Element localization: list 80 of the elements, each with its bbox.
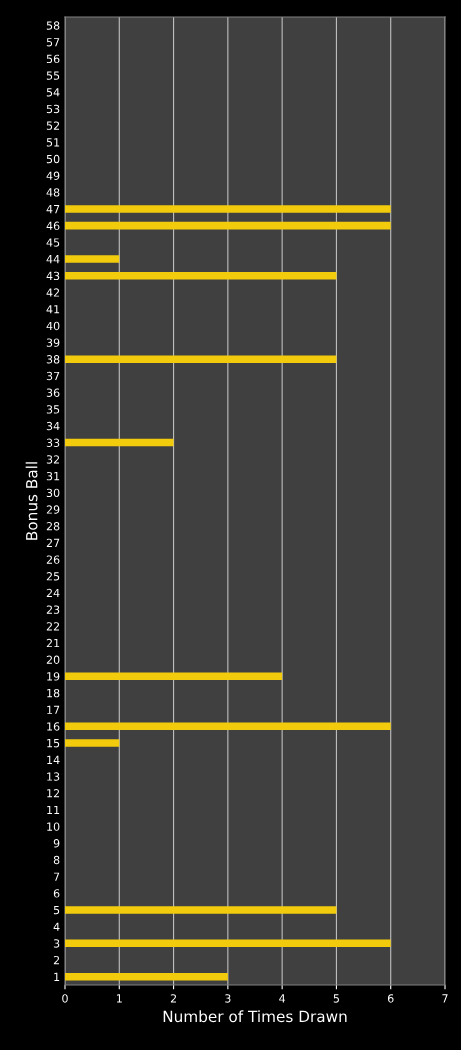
bar <box>65 739 120 747</box>
y-tick-label: 9 <box>53 839 60 848</box>
y-tick-label: 19 <box>47 672 60 681</box>
y-tick-label: 5 <box>53 906 60 915</box>
y-tick-label: 16 <box>47 722 60 731</box>
y-tick-label: 17 <box>47 705 60 714</box>
y-tick-label: 38 <box>46 355 60 364</box>
x-tick-label: 5 <box>333 994 339 1003</box>
y-tick-label: 50 <box>46 154 60 164</box>
y-tick-label: 22 <box>46 622 60 631</box>
y-tick-label: 2 <box>53 955 60 965</box>
y-tick-label: 51 <box>46 138 60 147</box>
y-tick-label: 24 <box>46 588 60 598</box>
y-tick-label: 27 <box>46 538 60 547</box>
y-tick-label: 35 <box>46 405 60 414</box>
bar <box>65 972 228 981</box>
y-tick-label: 41 <box>46 305 60 314</box>
y-tick-label: 40 <box>46 321 60 331</box>
y-axis-title: Bonus Ball <box>25 462 38 540</box>
y-tick-label: 20 <box>46 655 60 664</box>
y-tick-label: 26 <box>46 555 60 564</box>
bar <box>65 722 391 731</box>
bar <box>65 205 391 213</box>
y-tick-label: 15 <box>47 739 60 748</box>
x-tick-label: 4 <box>279 994 286 1003</box>
y-tick-label: 47 <box>46 205 60 214</box>
y-tick-label: 3 <box>53 939 60 948</box>
y-tick-label: 56 <box>46 54 60 64</box>
bar <box>65 906 337 914</box>
y-tick-label: 45 <box>46 238 60 247</box>
y-tick-label: 4 <box>53 922 60 931</box>
x-tick-label: 6 <box>387 994 394 1003</box>
bar <box>65 672 283 680</box>
y-tick-label: 13 <box>47 772 60 781</box>
y-tick-label: 42 <box>46 288 60 297</box>
bar <box>65 221 391 230</box>
y-tick-label: 54 <box>46 88 60 97</box>
y-tick-label: 37 <box>46 371 60 381</box>
bar <box>65 355 337 363</box>
y-tick-label: 11 <box>47 805 60 814</box>
y-tick-label: 55 <box>46 71 60 80</box>
y-tick-label: 58 <box>46 21 60 30</box>
y-tick-label: 6 <box>53 889 60 898</box>
y-tick-label: 33 <box>46 438 60 447</box>
x-tick-label: 7 <box>442 994 448 1003</box>
y-tick-label: 43 <box>46 271 60 281</box>
y-tick-label: 36 <box>46 388 60 397</box>
x-tick-label: 2 <box>170 994 176 1003</box>
y-tick-label: 52 <box>46 121 60 130</box>
y-tick-label: 21 <box>46 638 60 648</box>
y-tick-label: 32 <box>46 455 60 464</box>
y-tick-label: 1 <box>54 972 60 981</box>
x-tick-label: 1 <box>116 994 122 1003</box>
y-tick-label: 53 <box>46 104 60 114</box>
x-tick-label: 0 <box>62 994 68 1003</box>
y-tick-label: 14 <box>47 755 60 764</box>
y-tick-label: 10 <box>47 822 60 831</box>
y-tick-label: 48 <box>46 188 60 197</box>
y-tick-label: 29 <box>46 505 60 514</box>
y-tick-label: 7 <box>53 872 60 881</box>
x-tick-label: 3 <box>225 994 231 1003</box>
y-tick-label: 31 <box>46 471 60 481</box>
y-tick-label: 49 <box>46 171 60 180</box>
y-tick-label: 34 <box>46 421 60 431</box>
y-tick-label: 30 <box>46 488 60 498</box>
y-tick-label: 46 <box>46 221 60 230</box>
y-tick-label: 8 <box>53 855 60 865</box>
bar <box>65 271 337 280</box>
x-axis-title: Number of Times Drawn <box>163 1010 347 1023</box>
y-tick-label: 23 <box>46 605 60 614</box>
y-tick-label: 57 <box>46 38 60 47</box>
y-tick-label: 44 <box>46 255 60 264</box>
y-tick-label: 39 <box>46 338 60 347</box>
y-tick-label: 18 <box>47 688 60 698</box>
y-tick-label: 25 <box>46 572 60 581</box>
bar <box>65 438 174 447</box>
y-tick-label: 12 <box>47 789 60 798</box>
bar <box>65 939 391 948</box>
y-tick-label: 28 <box>46 522 60 531</box>
bar <box>65 255 120 263</box>
